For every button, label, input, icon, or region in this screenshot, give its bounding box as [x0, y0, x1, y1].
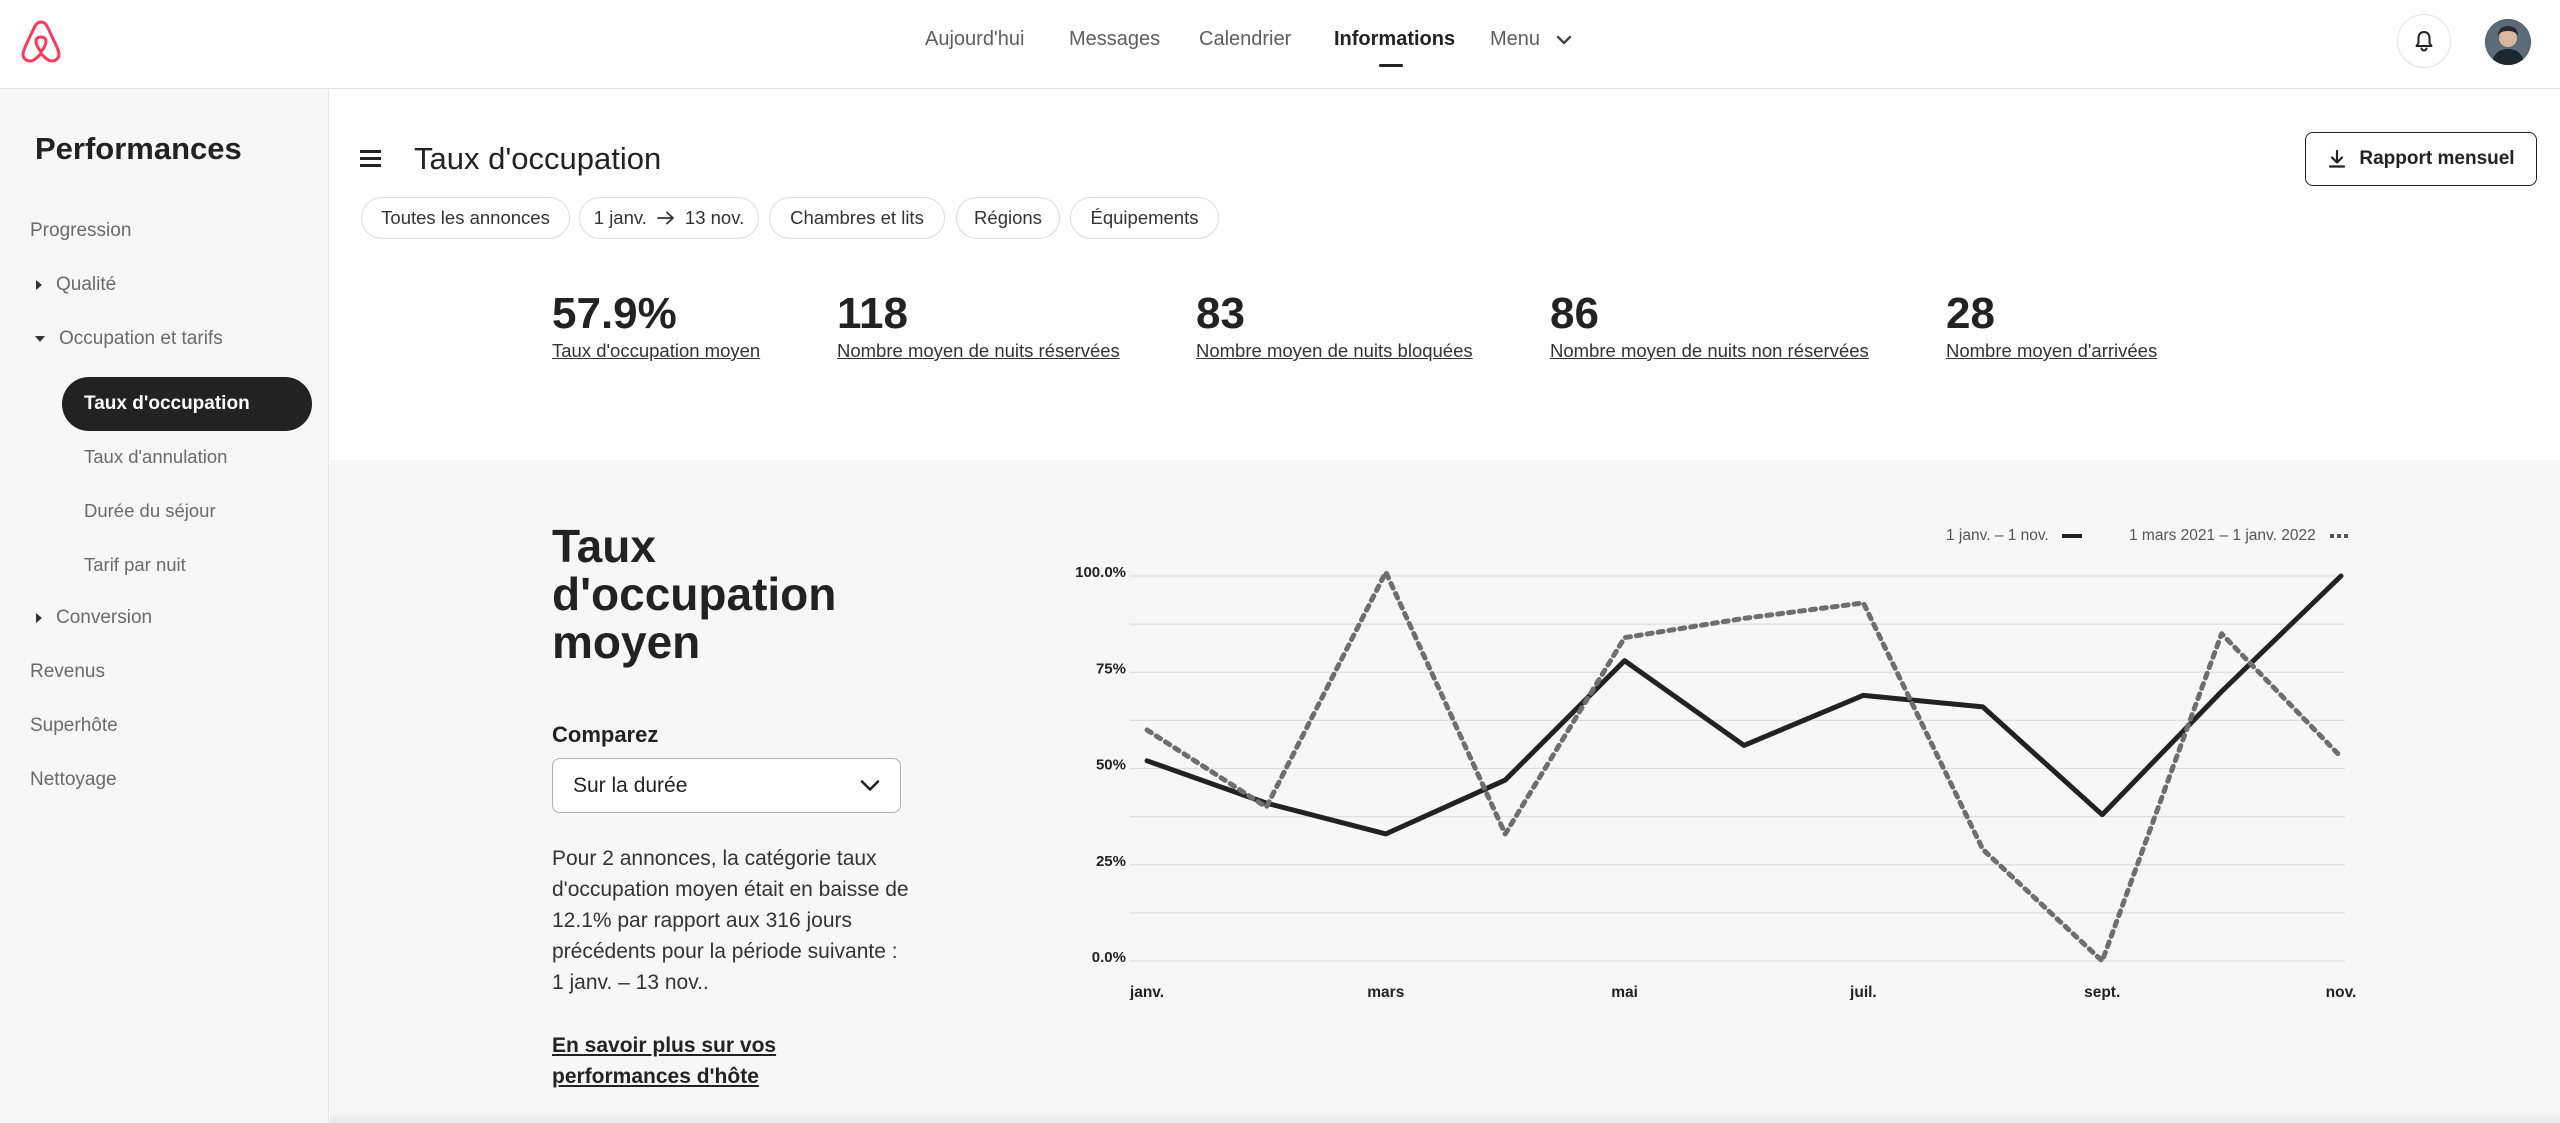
x-tick-label: sept. [2084, 984, 2120, 1000]
x-tick-label: mai [1611, 984, 1638, 1000]
caret-down-icon [35, 335, 45, 342]
sidebar-item-nightly-rate[interactable]: Tarif par nuit [84, 554, 186, 575]
stat-value: 57.9% [552, 289, 677, 338]
stat-average-occupancy: 57.9% Taux d'occupation moyen [552, 288, 760, 362]
learn-more-link[interactable]: En savoir plus sur vos performances d'hô… [552, 1034, 777, 1088]
stat-unbooked-nights: 86 Nombre moyen de nuits non réservées [1550, 288, 1869, 362]
sidebar-item-conversion[interactable]: Conversion [30, 607, 152, 629]
top-navigation-bar: Aujourd'hui Messages Calendrier Informat… [0, 0, 2560, 89]
nav-menu-label: Menu [1490, 28, 1541, 50]
page-title: Taux d'occupation [414, 141, 662, 176]
bell-icon [2415, 31, 2433, 52]
stat-value: 83 [1196, 289, 1245, 338]
y-tick-label: 25% [1096, 853, 1126, 870]
stat-value: 118 [837, 289, 908, 338]
legend-dotted-line-icon [2330, 533, 2351, 538]
compare-label: Comparez [552, 722, 659, 747]
sidebar-item-label: Occupation et tarifs [59, 328, 223, 349]
nav-menu[interactable]: Menu [1490, 28, 1572, 51]
sidebar-item-cancellation-rate[interactable]: Taux d'annulation [84, 446, 228, 467]
hamburger-menu-icon[interactable] [360, 150, 382, 167]
airbnb-logo-icon[interactable] [18, 18, 64, 64]
stat-value: 86 [1550, 289, 1599, 338]
filter-all-listings[interactable]: Toutes les annonces [361, 197, 570, 239]
y-tick-label: 50% [1096, 757, 1126, 774]
stat-label-link[interactable]: Nombre moyen de nuits bloquées [1196, 340, 1473, 361]
sidebar-item-label: Conversion [56, 607, 153, 628]
y-tick-label: 0.0% [1092, 949, 1126, 966]
legend-label: 1 janv. – 1 nov. [1946, 527, 2049, 544]
stat-label-link[interactable]: Nombre moyen d'arrivées [1946, 340, 2158, 361]
sidebar-item-label: Qualité [56, 274, 117, 295]
nav-messages[interactable]: Messages [1069, 28, 1161, 50]
filter-rooms-beds[interactable]: Chambres et lits [769, 197, 945, 239]
legend-label: 1 mars 2021 – 1 janv. 2022 [2129, 527, 2316, 544]
stat-check-ins: 28 Nombre moyen d'arrivées [1946, 288, 2157, 362]
filter-amenities[interactable]: Équipements [1070, 197, 1219, 239]
occupancy-line-chart: 100.0% 75% 50% 25% 0.0% janv. mars mai juil. sept… [1075, 564, 2357, 1000]
filter-date-range[interactable]: 1 janv. 13 nov. [579, 197, 759, 239]
stat-blocked-nights: 83 Nombre moyen de nuits bloquées [1196, 288, 1473, 362]
caret-right-icon [36, 279, 42, 290]
sidebar-item-quality[interactable]: Qualité [30, 274, 116, 296]
sidebar-item-earnings[interactable]: Revenus [30, 661, 105, 682]
compare-select[interactable]: Sur la durée [552, 758, 901, 813]
filter-regions[interactable]: Régions [956, 197, 1060, 239]
arrow-right-icon [657, 211, 674, 225]
caret-right-icon [36, 612, 42, 623]
series-line-previous [1144, 569, 2344, 964]
avatar[interactable] [2485, 19, 2531, 65]
stat-label-link[interactable]: Nombre moyen de nuits non réservées [1550, 340, 1869, 361]
nav-today[interactable]: Aujourd'hui [925, 28, 1025, 50]
x-tick-label: juil. [1849, 984, 1877, 1000]
legend-item-current: 1 janv. – 1 nov. [1946, 527, 2083, 545]
main-nav: Aujourd'hui Messages Calendrier Informat… [0, 0, 2560, 89]
sidebar-item-superhost[interactable]: Superhôte [30, 715, 118, 736]
nav-calendar[interactable]: Calendrier [1199, 28, 1292, 50]
sidebar-title: Performances [35, 131, 242, 166]
sidebar-item-occupancy-rate[interactable]: Taux d'occupation [62, 377, 312, 431]
compare-select-value: Sur la durée [573, 774, 688, 797]
user-photo-icon [2485, 19, 2531, 65]
detail-title: Taux d'occupation moyen [552, 520, 837, 668]
stat-booked-nights: 118 Nombre moyen de nuits réservées [837, 288, 1120, 362]
stat-label-link[interactable]: Nombre moyen de nuits réservées [837, 340, 1120, 361]
y-tick-label: 75% [1096, 660, 1126, 677]
sidebar-item-progression[interactable]: Progression [30, 220, 132, 241]
x-tick-label: mars [1367, 984, 1404, 1000]
sidebar-item-occupancy-pricing[interactable]: Occupation et tarifs [30, 328, 223, 350]
chevron-down-icon [1556, 35, 1571, 44]
monthly-report-button[interactable]: Rapport mensuel [2305, 132, 2537, 186]
comparison-description: Pour 2 annonces, la catégorie taux d'occ… [552, 847, 909, 994]
notifications-button[interactable] [2397, 14, 2451, 68]
y-tick-label: 100.0% [1075, 564, 1126, 581]
nav-insights[interactable]: Informations [1334, 28, 1456, 50]
download-icon [2329, 149, 2346, 168]
legend-solid-line-icon [2062, 533, 2083, 538]
stat-label-link[interactable]: Taux d'occupation moyen [552, 340, 761, 361]
date-from: 1 janv. [593, 207, 647, 228]
x-tick-label: janv. [1129, 984, 1164, 1000]
sidebar-item-cleaning[interactable]: Nettoyage [30, 769, 117, 790]
series-line-current [1144, 573, 2344, 837]
stat-value: 28 [1946, 289, 1995, 338]
bottom-shadow [330, 1110, 2560, 1123]
sidebar-item-length-of-stay[interactable]: Durée du séjour [84, 500, 216, 521]
nav-active-indicator [1379, 64, 1403, 67]
date-to: 13 nov. [684, 207, 745, 228]
x-tick-label: nov. [2326, 984, 2357, 1000]
legend-item-previous: 1 mars 2021 – 1 janv. 2022 [2129, 527, 2352, 545]
monthly-report-label: Rapport mensuel [2359, 148, 2515, 169]
sidebar: Performances Progression Qualité Occupat… [0, 89, 329, 1123]
chevron-down-icon [860, 780, 880, 791]
